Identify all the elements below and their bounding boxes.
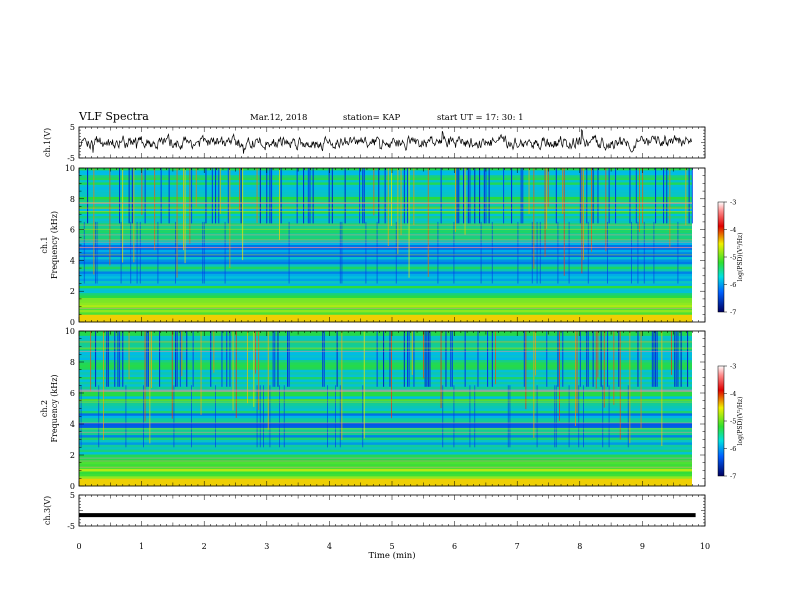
frequency-tick-label: 4 <box>70 420 75 429</box>
voltage-tick-label: -5 <box>67 522 75 531</box>
time-tick-label: 5 <box>389 542 394 551</box>
figure-title: VLF Spectra <box>79 110 149 123</box>
colorbar-label: log(PSD)(V²/Hz) <box>737 233 744 282</box>
colorbar-tick-label: -7 <box>730 473 736 481</box>
time-tick-label: 3 <box>264 542 269 551</box>
colorbar-tick-label: -5 <box>730 418 736 426</box>
frequency-tick-label: 8 <box>70 195 75 204</box>
frequency-tick-label: 8 <box>70 358 75 367</box>
colorbar-label: log(PSD)(V²/Hz) <box>737 397 744 446</box>
frequency-tick-label: 0 <box>70 318 75 327</box>
date-label: Mar.12, 2018 <box>250 113 308 123</box>
ch2-colorbar <box>717 365 725 477</box>
ch1-waveform-line <box>78 128 692 154</box>
time-tick-label: 2 <box>202 542 207 551</box>
frequency-tick-label: 10 <box>65 327 75 336</box>
frequency-tick-label: 6 <box>70 226 75 235</box>
ch1-y-axis-label: ch.1(V) <box>43 128 52 157</box>
colorbar-tick-label: -6 <box>730 445 736 453</box>
time-tick-label: 8 <box>577 542 582 551</box>
time-tick-label: 9 <box>640 542 645 551</box>
colorbar-tick-label: -5 <box>730 254 736 262</box>
colorbar-tick-label: -4 <box>730 226 736 234</box>
time-tick-label: 4 <box>327 542 332 551</box>
start-time-label: start UT = 17: 30: 1 <box>437 113 524 123</box>
frequency-tick-label: 6 <box>70 389 75 398</box>
colorbar-tick-label: -3 <box>730 363 736 371</box>
station-label: station= KAP <box>343 113 401 123</box>
colorbar-tick-label: -7 <box>730 309 736 317</box>
time-tick-label: 10 <box>700 542 710 551</box>
time-tick-label: 1 <box>139 542 144 551</box>
frequency-tick-label: 4 <box>70 256 75 265</box>
ch2-spectrogram <box>79 331 692 487</box>
frequency-tick-label: 2 <box>70 287 75 296</box>
frequency-tick-label: 0 <box>70 482 75 491</box>
time-tick-label: 6 <box>452 542 457 551</box>
frequency-tick-label: 2 <box>70 451 75 460</box>
ch1-spectrogram <box>79 168 693 323</box>
time-tick-label: 0 <box>76 542 81 551</box>
ch1-spectrogram-label: ch.1 <box>40 236 49 253</box>
voltage-tick-label: 5 <box>70 123 75 132</box>
colorbar-tick-label: -4 <box>730 390 736 398</box>
time-tick-label: 7 <box>515 542 520 551</box>
ch3-y-axis-label: ch.3(V) <box>43 496 52 525</box>
ch2-frequency-axis-label: Frequency (kHz) <box>50 374 59 442</box>
colorbar-tick-label: -3 <box>730 199 736 207</box>
ch1-colorbar <box>717 201 725 313</box>
voltage-tick-label: -5 <box>67 154 75 163</box>
colorbar-tick-label: -6 <box>730 281 736 289</box>
frequency-tick-label: 10 <box>65 164 75 173</box>
x-axis-label: Time (min) <box>368 550 415 561</box>
voltage-tick-label: 5 <box>70 491 75 500</box>
ch1-frequency-axis-label: Frequency (kHz) <box>50 211 59 279</box>
ch2-spectrogram-label: ch.2 <box>40 400 49 417</box>
